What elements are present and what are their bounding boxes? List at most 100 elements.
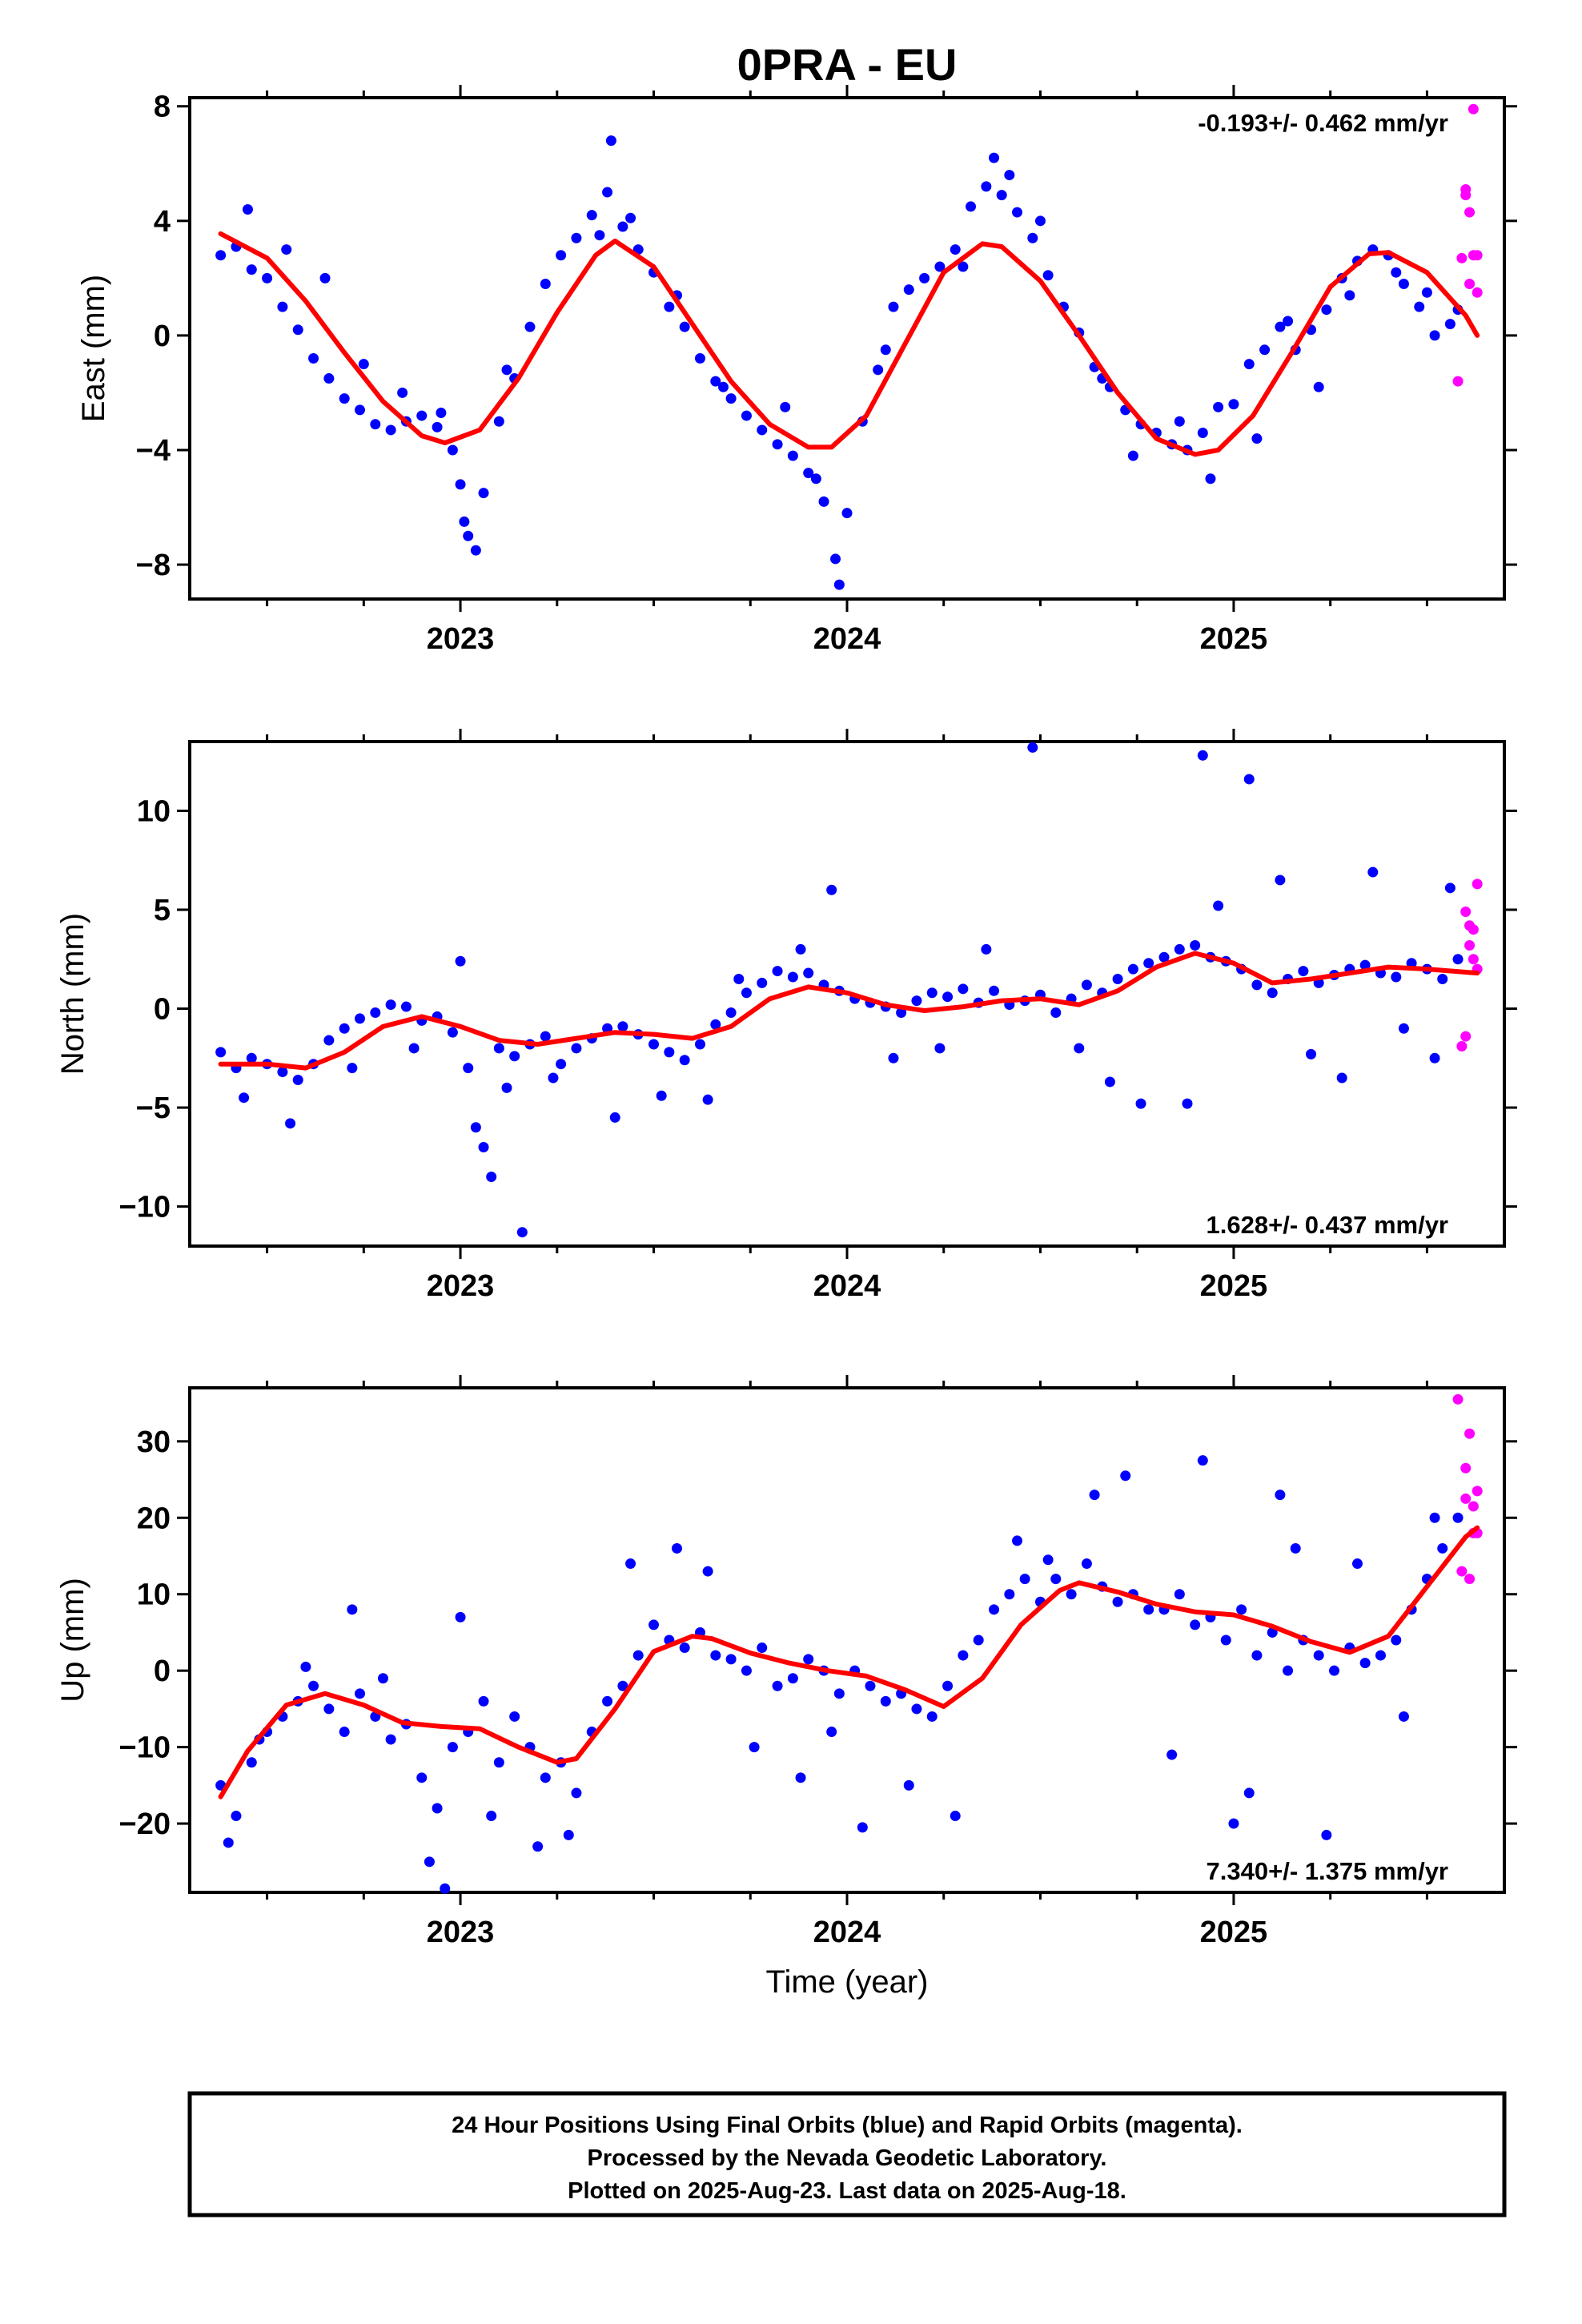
north-final-point <box>1135 1098 1146 1109</box>
east-final-point <box>215 250 227 261</box>
north-final-point <box>246 1052 257 1063</box>
east-y-tick-label: −8 <box>136 549 171 582</box>
up-final-point <box>1190 1619 1201 1630</box>
east-final-point <box>950 244 961 255</box>
up-final-point <box>795 1772 806 1783</box>
east-y-tick-label: 4 <box>154 205 171 239</box>
up-rapid-point <box>1468 1501 1479 1512</box>
east-final-point <box>1414 301 1425 312</box>
north-final-point <box>1112 973 1123 984</box>
east-final-point <box>416 410 428 421</box>
up-final-point <box>1089 1490 1100 1501</box>
north-final-point <box>679 1055 690 1066</box>
east-rapid-point <box>1456 252 1468 263</box>
up-y-tick-label: 20 <box>137 1502 171 1535</box>
footer-frame <box>187 2091 1507 2217</box>
east-final-point <box>1398 279 1409 290</box>
east-final-point <box>1027 232 1038 243</box>
up-y-axis-label: Up (mm) <box>55 1578 90 1703</box>
up-final-point <box>1004 1589 1015 1600</box>
up-final-point <box>942 1680 954 1691</box>
north-final-point <box>354 1013 365 1024</box>
north-final-point <box>648 1039 660 1050</box>
north-x-tick-label: 2025 <box>1200 1269 1268 1303</box>
east-final-point <box>772 439 783 450</box>
up-x-tick-label: 2023 <box>427 1916 495 1949</box>
east-final-point <box>262 272 273 283</box>
east-final-point <box>1042 270 1054 281</box>
east-final-point <box>455 479 466 490</box>
up-final-point <box>1251 1650 1263 1661</box>
up-final-point <box>1359 1658 1371 1669</box>
east-final-point <box>1034 215 1046 227</box>
north-x-tick-label: 2024 <box>813 1269 881 1303</box>
north-y-tick-label: 10 <box>137 794 171 828</box>
north-rapid-point <box>1456 1040 1468 1051</box>
east-final-point <box>1004 170 1015 181</box>
east-final-point <box>803 468 814 479</box>
east-final-point <box>358 359 369 370</box>
up-final-point <box>1236 1604 1247 1615</box>
north-final-point <box>400 1001 412 1012</box>
up-final-point <box>803 1654 814 1665</box>
up-final-point <box>300 1661 311 1672</box>
north-rapid-point <box>1468 924 1479 935</box>
east-final-point <box>281 244 292 255</box>
up-rate-label: 7.340+/- 1.375 mm/yr <box>1207 1857 1448 1885</box>
north-final-point <box>702 1094 713 1105</box>
north-final-point <box>239 1092 250 1104</box>
north-final-point <box>896 1007 907 1018</box>
east-final-point <box>370 419 381 430</box>
north-final-point <box>1437 973 1448 984</box>
north-x-tick-label: 2023 <box>427 1269 495 1303</box>
up-final-point <box>625 1558 636 1570</box>
north-rapid-point <box>1472 879 1483 890</box>
up-final-point <box>1120 1470 1131 1482</box>
up-rapid-point <box>1460 1493 1472 1504</box>
north-final-point <box>710 1019 721 1030</box>
up-final-point <box>1166 1749 1178 1760</box>
up-final-point <box>833 1688 845 1699</box>
east-final-point <box>934 261 946 272</box>
up-final-point <box>540 1772 551 1783</box>
up-final-point <box>563 1829 574 1840</box>
up-final-point <box>1351 1558 1363 1570</box>
north-final-point <box>1104 1076 1115 1088</box>
up-final-point <box>725 1654 737 1665</box>
north-final-point <box>215 1047 227 1058</box>
north-y-axis-label: North (mm) <box>55 913 90 1075</box>
north-final-point <box>277 1067 288 1078</box>
north-y-tick-label: 5 <box>154 894 171 927</box>
east-final-point <box>830 553 841 565</box>
x-axis-label: Time (year) <box>766 1964 929 2000</box>
up-final-point <box>509 1711 520 1722</box>
north-final-point <box>548 1072 559 1084</box>
up-final-point <box>1283 1665 1294 1676</box>
east-rapid-point <box>1452 376 1464 387</box>
east-rapid-point <box>1460 183 1472 195</box>
north-final-point <box>1306 1048 1317 1059</box>
up-x-tick-label: 2024 <box>813 1916 881 1949</box>
up-final-point <box>702 1566 713 1577</box>
east-panel: 2023 2024 2025 8 4 0 −4 −8 East (mm) -0.193+/- 0.… <box>76 85 1517 656</box>
up-final-point <box>1398 1711 1409 1722</box>
east-final-point <box>447 444 458 456</box>
up-final-point <box>679 1642 690 1654</box>
up-final-point <box>1243 1787 1255 1799</box>
up-final-point <box>648 1619 660 1630</box>
up-final-point <box>672 1542 683 1554</box>
up-panel: 2023 2024 2025 30 20 10 0 −10 −20 Up (mm) 7.340+/-… <box>55 1375 1517 1949</box>
footer-box: 24 Hour Positions Using Final Orbits (bl… <box>187 2091 1507 2217</box>
east-y-tick-label: 8 <box>154 90 171 124</box>
north-final-point <box>323 1035 335 1046</box>
east-final-point <box>717 381 729 392</box>
up-final-point <box>1019 1574 1030 1585</box>
east-final-point <box>1283 316 1294 327</box>
up-final-point <box>1329 1665 1340 1676</box>
east-final-point <box>292 324 303 336</box>
east-y-tick-label: 0 <box>154 320 171 353</box>
up-final-point <box>1275 1490 1286 1501</box>
up-model-line <box>218 1525 1480 1799</box>
north-final-point <box>1251 979 1263 991</box>
north-final-point <box>617 1021 628 1032</box>
